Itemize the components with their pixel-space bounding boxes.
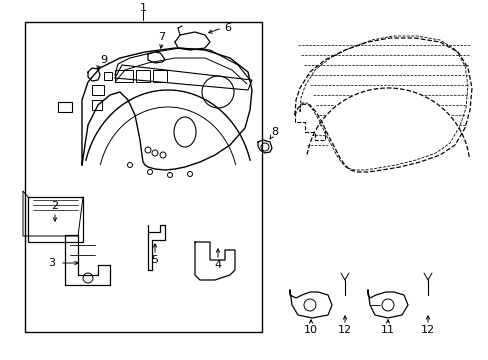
Text: 12: 12 [420,325,434,335]
Text: 6: 6 [224,23,231,33]
Text: 1: 1 [139,3,146,13]
Text: 4: 4 [214,260,221,270]
Bar [92,85,104,95]
Text: 11: 11 [380,325,394,335]
Bar [115,70,133,82]
Text: 2: 2 [51,201,59,211]
Bar [28,197,83,242]
Text: 3: 3 [48,258,55,268]
Bar [92,100,102,110]
Bar [25,22,262,332]
Text: 10: 10 [304,325,317,335]
Text: 9: 9 [100,55,107,65]
Text: 7: 7 [158,32,165,42]
Text: 5: 5 [151,255,158,265]
Text: 8: 8 [271,127,278,137]
Bar [153,70,167,82]
Text: 12: 12 [337,325,351,335]
Bar [58,102,72,112]
Bar [136,70,150,82]
Bar [104,72,112,80]
